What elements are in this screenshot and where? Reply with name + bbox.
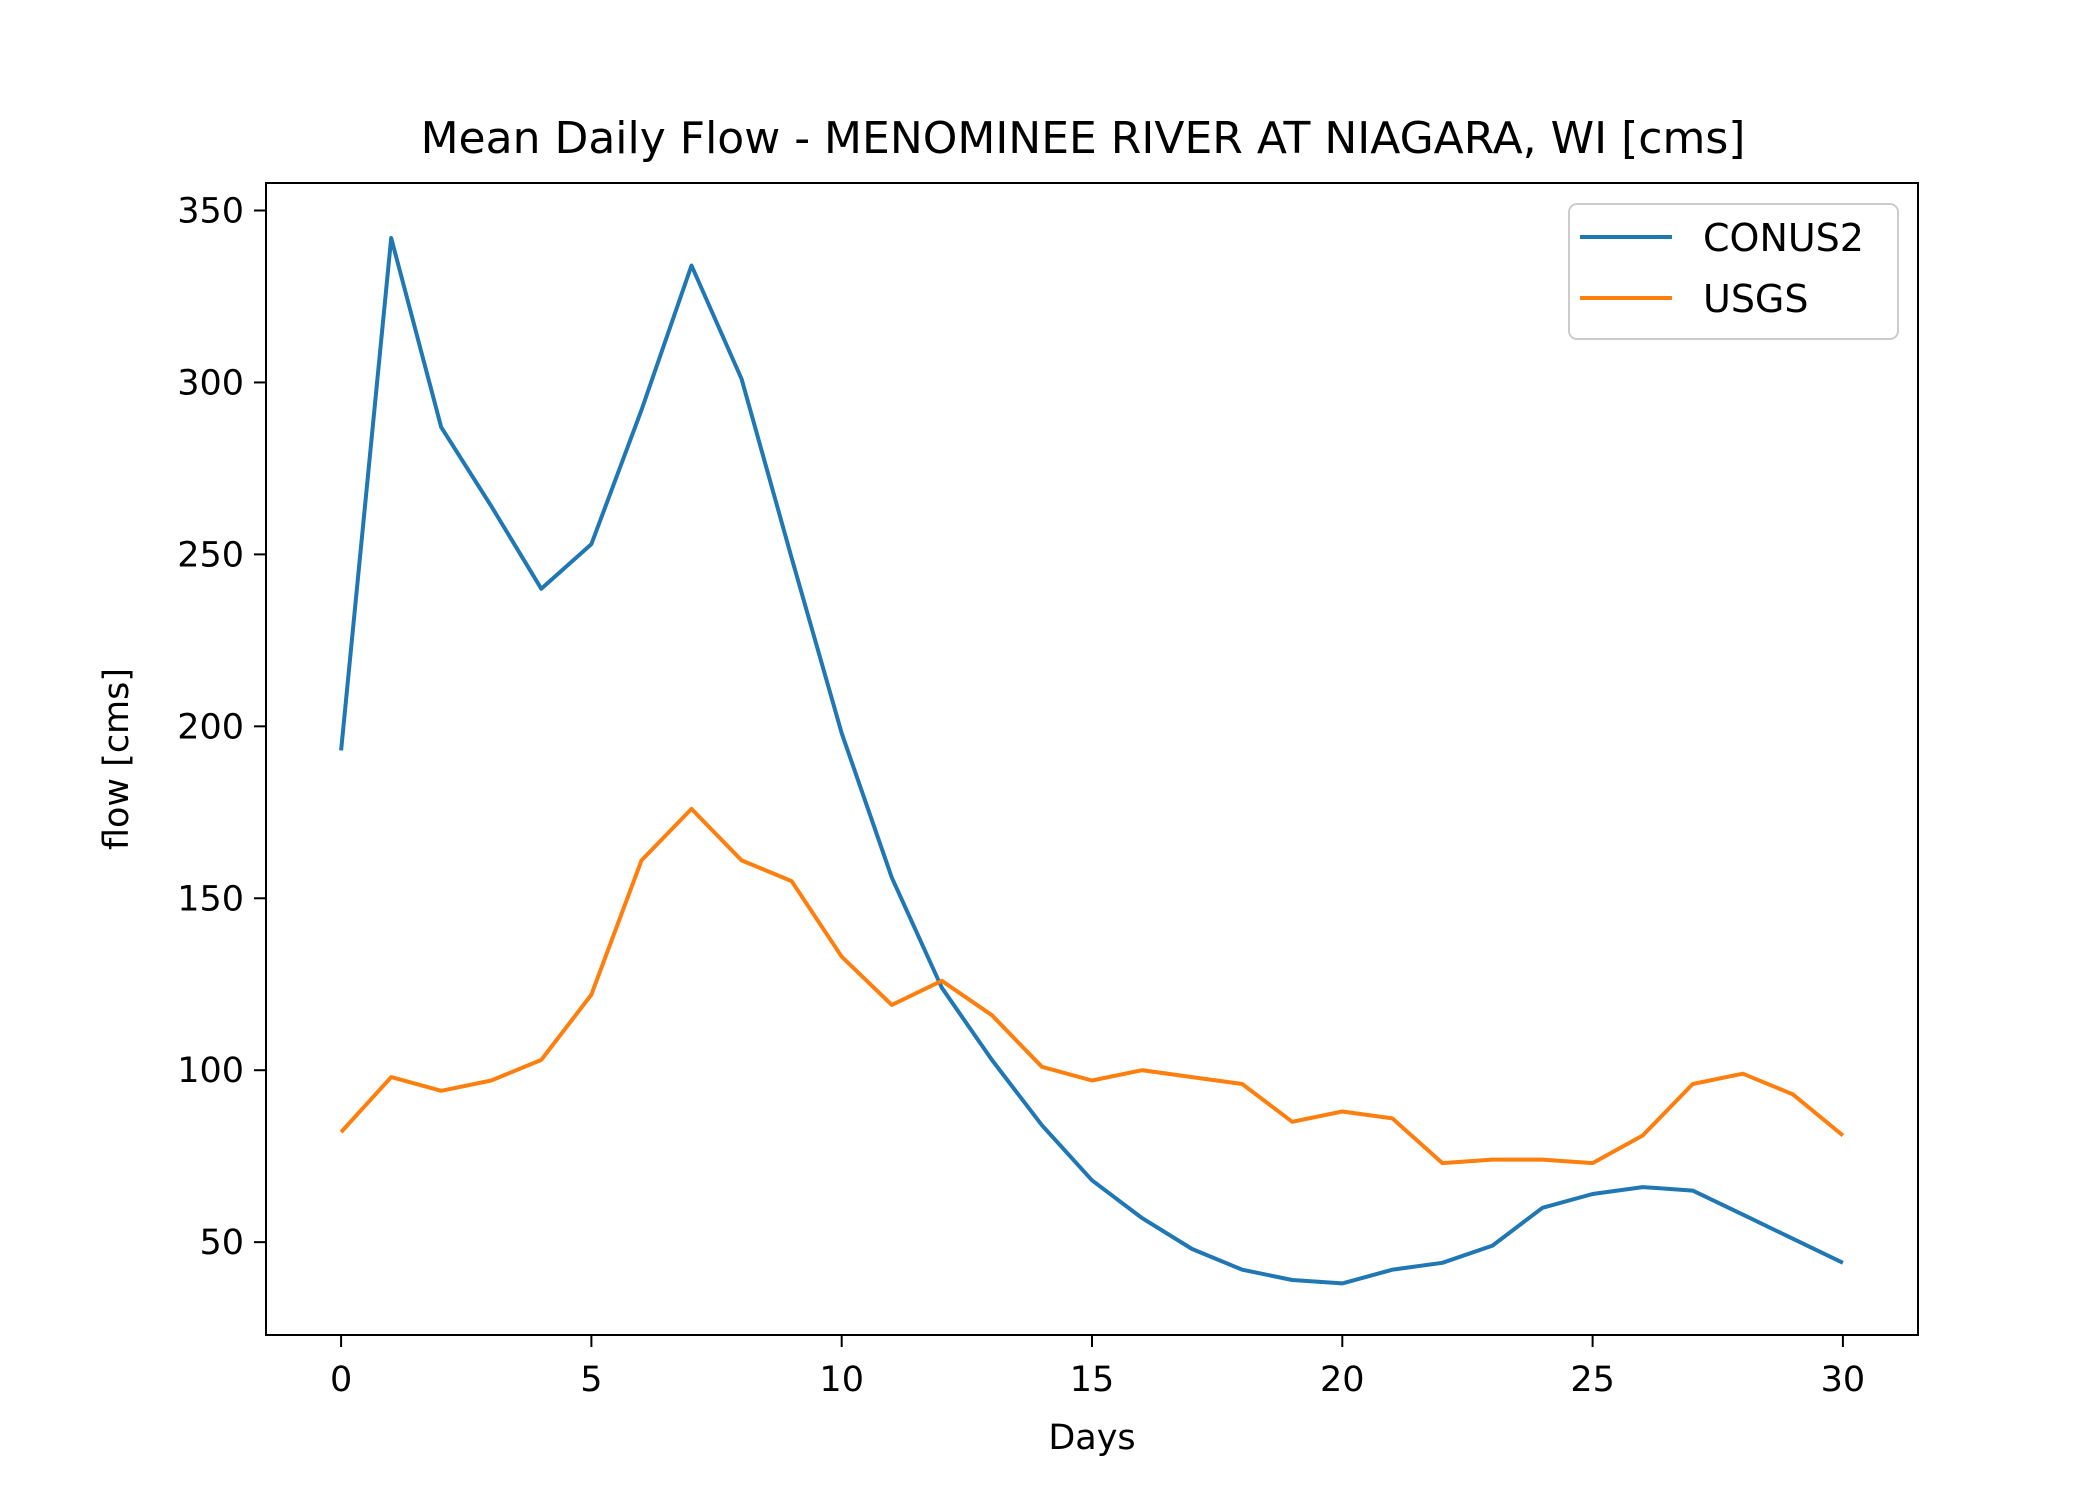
- y-tick-label: 250: [177, 535, 244, 575]
- y-tick-label: 100: [177, 1051, 244, 1091]
- chart-title: Mean Daily Flow - MENOMINEE RIVER AT NIA…: [421, 113, 1746, 164]
- x-axis: 0 5 10 15 20 25 30: [330, 1335, 1865, 1400]
- y-axis-label: flow [cms]: [97, 668, 137, 850]
- x-tick-label: 10: [819, 1360, 864, 1400]
- legend: CONUS2 USGS: [1568, 203, 1899, 340]
- y-tick-label: 50: [199, 1223, 244, 1263]
- x-tick-label: 20: [1320, 1360, 1365, 1400]
- y-tick-label: 300: [177, 363, 244, 403]
- x-tick-label: 5: [580, 1360, 602, 1400]
- x-tick-label: 15: [1070, 1360, 1115, 1400]
- x-axis-label: Days: [1048, 1418, 1135, 1458]
- y-tick-label: 150: [177, 879, 244, 919]
- series-layer: [339, 236, 1845, 1286]
- legend-label-usgs: USGS: [1703, 277, 1809, 321]
- x-tick-label: 30: [1821, 1360, 1866, 1400]
- legend-label-conus2: CONUS2: [1703, 216, 1864, 260]
- series-line-conus2: [339, 236, 1844, 1286]
- y-tick-label: 350: [177, 192, 244, 232]
- y-tick-label: 200: [177, 707, 244, 747]
- x-tick-label: 0: [330, 1360, 352, 1400]
- series-line-usgs: [339, 806, 1845, 1166]
- x-tick-label: 25: [1570, 1360, 1615, 1400]
- y-axis: 50 100 150 200 250 300 350: [177, 192, 266, 1263]
